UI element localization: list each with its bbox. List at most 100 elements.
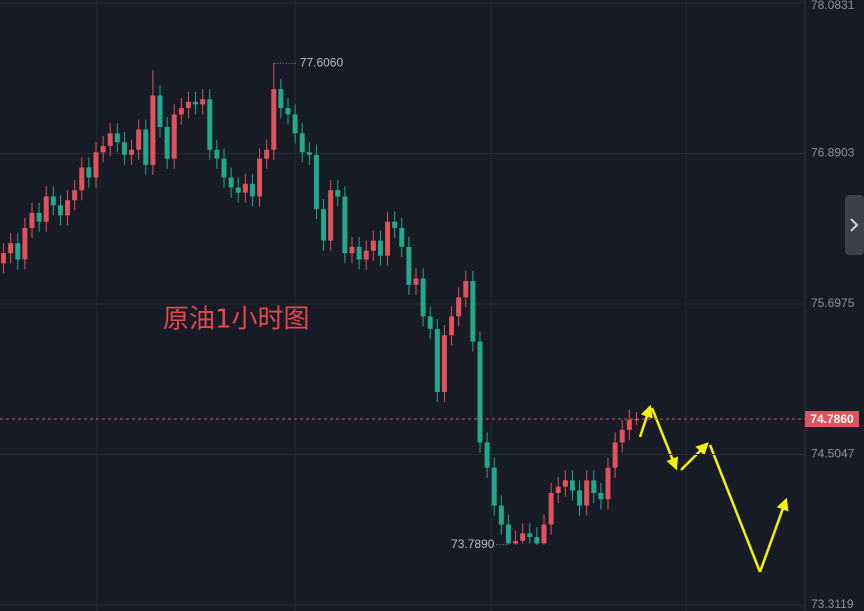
candle-body (271, 89, 277, 150)
candle-body (292, 114, 298, 134)
candle-body (121, 142, 127, 155)
candle-body (150, 95, 156, 165)
candle-body (562, 480, 568, 487)
chart-title: 原油1小时图 (163, 305, 310, 335)
candle-body (86, 167, 92, 178)
candle-body (356, 246, 362, 260)
candle-body (513, 540, 519, 544)
y-tick-label: 78.0831 (811, 0, 855, 12)
candle-body (328, 190, 334, 241)
candle-body (93, 152, 99, 178)
candle-body (413, 278, 419, 285)
last-price-label: 74.7860 (810, 412, 854, 426)
candle-body (129, 149, 135, 155)
candle-body (100, 145, 106, 153)
candle-body (257, 158, 263, 197)
candle-body (1, 253, 7, 264)
candle-body (321, 209, 327, 241)
candle-body (505, 524, 511, 544)
candle-body (185, 101, 191, 109)
candle-body (427, 316, 433, 329)
candle-body (598, 492, 604, 500)
candle-body (520, 533, 526, 541)
vertical-grid (96, 0, 687, 611)
candle-body (477, 341, 483, 443)
candle-body (278, 89, 284, 109)
candle-body (385, 221, 391, 256)
candle-body (228, 177, 234, 188)
candle-body (8, 243, 14, 254)
candle-body (555, 486, 561, 493)
candle-body (57, 205, 63, 216)
candle-body (441, 335, 447, 393)
candle-body (619, 429, 625, 443)
candle-body (463, 280, 469, 298)
candle-body (72, 190, 78, 201)
y-tick-label: 74.5047 (811, 447, 855, 461)
candle-body (306, 152, 312, 155)
forecast-arrows (638, 404, 789, 573)
candle-body (15, 243, 21, 260)
candle-body (335, 190, 341, 197)
candle-body (207, 99, 213, 150)
candle-body (370, 240, 376, 251)
last-price-box (805, 411, 859, 428)
candle-body (114, 133, 120, 143)
y-tick-label: 73.3119 (811, 597, 854, 611)
candle-body (605, 467, 611, 500)
candle-body (164, 127, 170, 159)
candle-body (214, 149, 220, 159)
candle-body (392, 221, 398, 228)
candle-body (178, 108, 184, 115)
candle-body (79, 167, 85, 191)
candle-body (342, 196, 348, 254)
candle-body (498, 505, 504, 525)
candle-body (541, 524, 547, 544)
candle-body (50, 196, 56, 206)
candle-body (264, 149, 270, 159)
y-tick-label: 76.8903 (811, 146, 855, 160)
candle-body (249, 183, 255, 197)
candle-body (470, 280, 476, 342)
candle-body (22, 227, 28, 260)
candle-body (299, 133, 305, 153)
candle-body (434, 328, 440, 393)
candle-body (157, 95, 163, 128)
candle-body (449, 316, 455, 336)
candle-body (363, 250, 369, 260)
candle-body (285, 108, 291, 115)
candle-body (313, 154, 319, 210)
candle-body (569, 480, 575, 491)
candle-body (36, 212, 42, 222)
candle-body (193, 101, 199, 105)
candle-body (456, 297, 462, 317)
candle-body (491, 467, 497, 506)
candle-body (548, 492, 554, 525)
candle-body (591, 480, 597, 493)
candle-body (349, 246, 355, 254)
candle-body (136, 129, 142, 150)
candle-body (200, 99, 206, 105)
candle-body (406, 246, 412, 285)
side-button[interactable] (845, 195, 864, 255)
candle-body (377, 240, 383, 256)
candle-body (171, 114, 177, 159)
candle-body (242, 183, 248, 193)
candle-body (235, 187, 241, 193)
candle-body (612, 442, 618, 468)
candle-body (584, 480, 590, 506)
candle-body (221, 158, 227, 178)
candle-body (143, 129, 149, 165)
annotation-label: 73.7890 (451, 537, 495, 551)
candle-body (527, 533, 533, 538)
candle-body (399, 227, 405, 247)
annotation-label: 77.6060 (300, 55, 344, 69)
candle-body (534, 537, 540, 544)
candle-body (107, 133, 113, 146)
candle-body (577, 490, 583, 506)
candle-body (484, 442, 490, 468)
y-tick-label: 75.6975 (811, 296, 855, 310)
candle-body (65, 200, 71, 216)
